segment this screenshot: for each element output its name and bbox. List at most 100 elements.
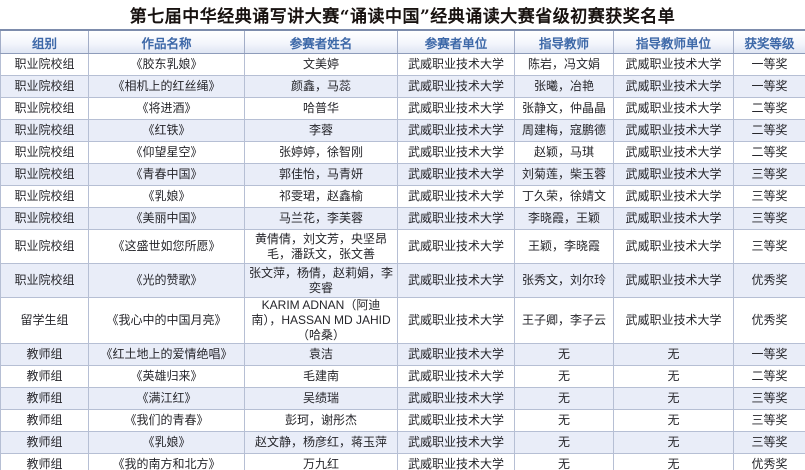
cell-group: 教师组 bbox=[0, 387, 89, 410]
cell-award: 优秀奖 bbox=[733, 453, 805, 470]
cell-advisors: 陈岩，冯文娟 bbox=[514, 53, 614, 76]
cell-work: 《乳娘》 bbox=[88, 431, 245, 454]
cell-work: 《光的赞歌》 bbox=[88, 263, 245, 298]
cell-award: 三等奖 bbox=[733, 163, 805, 186]
cell-award: 优秀奖 bbox=[733, 297, 805, 344]
cell-advisors: 无 bbox=[514, 387, 614, 410]
cell-advisors: 无 bbox=[514, 409, 614, 432]
cell-advisors: 李晓霞，王颖 bbox=[514, 207, 614, 230]
cell-work: 《红土地上的爱情绝唱》 bbox=[88, 343, 245, 366]
cell-advisor-unit: 无 bbox=[613, 431, 734, 454]
cell-award: 三等奖 bbox=[733, 185, 805, 208]
cell-award: 三等奖 bbox=[733, 207, 805, 230]
cell-participant-unit: 武威职业技术大学 bbox=[397, 141, 515, 164]
table-row: 职业院校组 《将进酒》 哈普华 武威职业技术大学 张静文，仲晶晶 武威职业技术大学 二等奖 bbox=[0, 97, 805, 120]
table-row: 职业院校组 《相机上的红丝绳》 颜鑫，马蕊 武威职业技术大学 张曦，冶艳 武威职业技术大学… bbox=[0, 75, 805, 98]
cell-participants: 颜鑫，马蕊 bbox=[244, 75, 398, 98]
cell-work: 《仰望星空》 bbox=[88, 141, 245, 164]
cell-advisors: 王颖，李晓霞 bbox=[514, 229, 614, 264]
cell-award: 二等奖 bbox=[733, 119, 805, 142]
cell-advisors: 赵颖，马琪 bbox=[514, 141, 614, 164]
cell-work: 《满江红》 bbox=[88, 387, 245, 410]
cell-advisors: 张曦，冶艳 bbox=[514, 75, 614, 98]
cell-participants: 文美婷 bbox=[244, 53, 398, 76]
cell-work: 《胶东乳娘》 bbox=[88, 53, 245, 76]
cell-participants: 吴绩瑞 bbox=[244, 387, 398, 410]
cell-work: 《青春中国》 bbox=[88, 163, 245, 186]
cell-group: 职业院校组 bbox=[0, 119, 89, 142]
cell-participant-unit: 武威职业技术大学 bbox=[397, 297, 515, 344]
table-row: 职业院校组 《仰望星空》 张婷婷，徐智刚 武威职业技术大学 赵颖，马琪 武威职业技术大学二… bbox=[0, 141, 805, 164]
cell-advisor-unit: 无 bbox=[613, 453, 734, 470]
cell-award: 三等奖 bbox=[733, 229, 805, 264]
cell-participants: 毛建南 bbox=[244, 365, 398, 388]
cell-advisors: 张静文，仲晶晶 bbox=[514, 97, 614, 120]
cell-work: 《这盛世如您所愿》 bbox=[88, 229, 245, 264]
column-header-advisor-unit: 指导教师单位 bbox=[613, 29, 734, 54]
cell-group: 职业院校组 bbox=[0, 163, 89, 186]
table-row: 教师组 《满江红》 吴绩瑞 武威职业技术大学无无三等奖 bbox=[0, 387, 805, 410]
cell-advisor-unit: 武威职业技术大学 bbox=[613, 185, 734, 208]
cell-group: 职业院校组 bbox=[0, 53, 89, 76]
table-row: 教师组 《英雄归来》 毛建南 武威职业技术大学无无二等奖 bbox=[0, 365, 805, 388]
cell-work: 《我的南方和北方》 bbox=[88, 453, 245, 470]
cell-work: 《英雄归来》 bbox=[88, 365, 245, 388]
cell-advisor-unit: 武威职业技术大学 bbox=[613, 263, 734, 298]
cell-participant-unit: 武威职业技术大学 bbox=[397, 97, 515, 120]
table-row: 教师组 《红土地上的爱情绝唱》 袁洁 武威职业技术大学无无一等奖 bbox=[0, 343, 805, 366]
cell-group: 教师组 bbox=[0, 365, 89, 388]
cell-group: 职业院校组 bbox=[0, 97, 89, 120]
page-title: 第七届中华经典诵写讲大赛“诵读中国”经典诵读大赛省级初赛获奖名单 bbox=[129, 7, 676, 27]
cell-work: 《红铁》 bbox=[88, 119, 245, 142]
table-row: 教师组 《我们的青春》 彭珂，谢彤杰 武威职业技术大学无无三等奖 bbox=[0, 409, 805, 432]
cell-participants: 万九红 bbox=[244, 453, 398, 470]
cell-participants: 马兰花，李芙蓉 bbox=[244, 207, 398, 230]
cell-group: 教师组 bbox=[0, 409, 89, 432]
cell-participant-unit: 武威职业技术大学 bbox=[397, 163, 515, 186]
cell-award: 三等奖 bbox=[733, 431, 805, 454]
cell-advisor-unit: 无 bbox=[613, 409, 734, 432]
cell-award: 一等奖 bbox=[733, 75, 805, 98]
cell-participant-unit: 武威职业技术大学 bbox=[397, 343, 515, 366]
cell-advisor-unit: 武威职业技术大学 bbox=[613, 141, 734, 164]
cell-advisors: 周建梅，寇鹏德 bbox=[514, 119, 614, 142]
cell-participants: 彭珂，谢彤杰 bbox=[244, 409, 398, 432]
table-row: 职业院校组 《这盛世如您所愿》 黄倩倩，刘文芳，央坚昂毛，潘跃文，张文善 武威职业技术… bbox=[0, 229, 805, 264]
table-row: 教师组 《乳娘》 赵文静，杨彦红，蒋玉萍 武威职业技术大学无无三等奖 bbox=[0, 431, 805, 454]
cell-work: 《将进酒》 bbox=[88, 97, 245, 120]
cell-participants: 哈普华 bbox=[244, 97, 398, 120]
awards-table: 组别 作品名称 参赛者姓名 参赛者单位 指导教师 指导教师单位 获奖等级 职业院校组 《胶东乳… bbox=[0, 29, 805, 470]
cell-award: 二等奖 bbox=[733, 365, 805, 388]
cell-advisor-unit: 武威职业技术大学 bbox=[613, 163, 734, 186]
table-row: 教师组 《我的南方和北方》 万九红 武威职业技术大学无无优秀奖 bbox=[0, 453, 805, 470]
cell-advisor-unit: 武威职业技术大学 bbox=[613, 75, 734, 98]
cell-group: 职业院校组 bbox=[0, 207, 89, 230]
cell-award: 三等奖 bbox=[733, 387, 805, 410]
column-header-group: 组别 bbox=[0, 29, 89, 54]
column-header-participants: 参赛者姓名 bbox=[244, 29, 398, 54]
cell-group: 留学生组 bbox=[0, 297, 89, 344]
cell-group: 职业院校组 bbox=[0, 141, 89, 164]
cell-award: 二等奖 bbox=[733, 97, 805, 120]
cell-work: 《美丽中国》 bbox=[88, 207, 245, 230]
cell-participants: 黄倩倩，刘文芳，央坚昂毛，潘跃文，张文善 bbox=[244, 229, 398, 264]
cell-participant-unit: 武威职业技术大学 bbox=[397, 263, 515, 298]
cell-advisors: 无 bbox=[514, 365, 614, 388]
cell-participants: 张文萍，杨倩，赵莉娟，李奕睿 bbox=[244, 263, 398, 298]
column-header-award: 获奖等级 bbox=[733, 29, 805, 54]
cell-participant-unit: 武威职业技术大学 bbox=[397, 53, 515, 76]
cell-group: 职业院校组 bbox=[0, 75, 89, 98]
cell-participant-unit: 武威职业技术大学 bbox=[397, 387, 515, 410]
table-row: 职业院校组 《胶东乳娘》 文美婷 武威职业技术大学 陈岩，冯文娟 武威职业技术大学 一等奖 bbox=[0, 53, 805, 76]
cell-work: 《相机上的红丝绳》 bbox=[88, 75, 245, 98]
cell-group: 职业院校组 bbox=[0, 263, 89, 298]
column-header-advisors: 指导教师 bbox=[514, 29, 614, 54]
cell-participants: 赵文静，杨彦红，蒋玉萍 bbox=[244, 431, 398, 454]
cell-work: 《乳娘》 bbox=[88, 185, 245, 208]
cell-group: 职业院校组 bbox=[0, 185, 89, 208]
cell-participants: KARIM ADNAN（阿迪南），HASSAN MD JAHID（哈桑） bbox=[244, 297, 398, 344]
cell-advisors: 刘菊莲，柴玉蓉 bbox=[514, 163, 614, 186]
cell-advisor-unit: 无 bbox=[613, 365, 734, 388]
table-body: 职业院校组 《胶东乳娘》 文美婷 武威职业技术大学 陈岩，冯文娟 武威职业技术大学 一等奖职… bbox=[0, 53, 805, 470]
